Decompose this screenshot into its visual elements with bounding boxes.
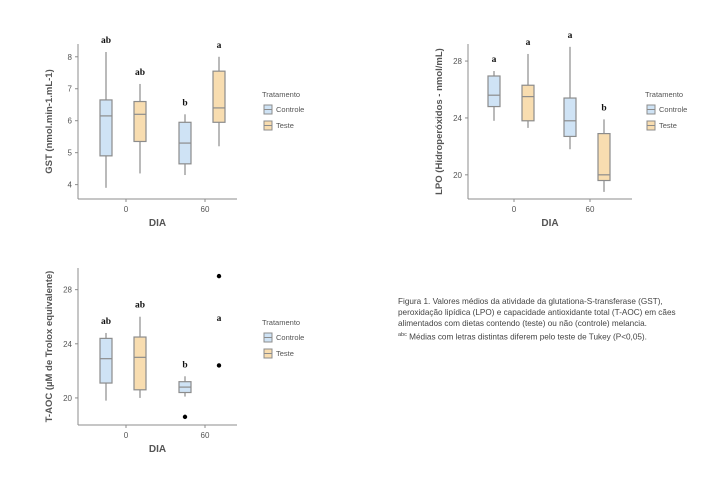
gst-y-axis-title: GST (nmol.min-1.mL-1) xyxy=(44,69,55,174)
taoc-x-axis-title: DIA xyxy=(149,444,166,455)
footnote-superscript: abc xyxy=(398,331,407,338)
gst-significance-letter: ab xyxy=(135,68,145,78)
lpo-box xyxy=(597,132,611,182)
gst-box xyxy=(133,100,147,143)
taoc-outlier xyxy=(216,363,222,368)
taoc-box xyxy=(133,336,147,391)
gst-x-tick-label: 0 xyxy=(124,205,129,214)
lpo-box xyxy=(563,97,577,138)
gst-y-tick-label: 6 xyxy=(68,117,73,126)
lpo-box xyxy=(521,84,535,122)
taoc-outlier xyxy=(216,273,222,279)
gst-significance-letter: ab xyxy=(101,36,111,46)
taoc-x-tick-label: 60 xyxy=(201,431,210,440)
figure-caption: Figura 1. Valores médios da atividade da… xyxy=(398,296,698,343)
lpo-y-tick-label: 28 xyxy=(453,57,462,66)
lpo-box xyxy=(487,75,501,108)
taoc-x-tick-label: 0 xyxy=(124,431,129,440)
taoc-significance-letter: b xyxy=(182,360,187,370)
gst-y-tick-label: 7 xyxy=(68,85,73,94)
taoc-y-tick-label: 24 xyxy=(63,340,72,349)
gst-legend-label-controle: Controle xyxy=(276,105,304,114)
taoc-significance-letter: ab xyxy=(101,317,111,327)
gst-significance-letter: a xyxy=(217,41,222,51)
gst-y-tick-label: 5 xyxy=(68,149,73,158)
lpo-legend-label-controle: Controle xyxy=(659,105,687,114)
taoc-box xyxy=(99,337,113,384)
taoc-significance-letter: a xyxy=(217,314,222,324)
caption-footnote: abc Médias com letras distintas diferem … xyxy=(398,330,698,343)
taoc-y-tick-label: 28 xyxy=(63,286,72,295)
gst-legend-title: Tratamento xyxy=(262,90,300,99)
taoc-outlier xyxy=(182,414,188,420)
lpo-legend-label-teste: Teste xyxy=(659,121,677,130)
gst-x-axis-title: DIA xyxy=(149,218,166,229)
lpo-x-tick-label: 0 xyxy=(512,205,517,214)
lpo-y-tick-label: 20 xyxy=(453,171,462,180)
lpo-legend-title: Tratamento xyxy=(645,90,683,99)
taoc-legend-label-teste: Teste xyxy=(276,349,294,358)
caption-line-3: alimentados com dietas contendo (teste) … xyxy=(398,319,647,329)
taoc-y-tick-label: 20 xyxy=(63,394,72,403)
gst-y-tick-label: 8 xyxy=(68,53,73,62)
lpo-x-tick-label: 60 xyxy=(586,205,595,214)
gst-box xyxy=(99,99,113,157)
gst-significance-letter: b xyxy=(182,98,187,108)
lpo-x-axis-title: DIA xyxy=(541,218,558,229)
lpo-y-tick-label: 24 xyxy=(453,114,462,123)
taoc-y-axis-title: T-AOC (µM de Trolox equivalente) xyxy=(44,271,55,423)
gst-box xyxy=(212,70,226,123)
taoc-legend-title: Tratamento xyxy=(262,318,300,327)
footnote-text: Médias com letras distintas diferem pelo… xyxy=(409,332,647,342)
lpo-significance-letter: b xyxy=(601,103,606,113)
gst-x-tick-label: 60 xyxy=(201,205,210,214)
gst-y-tick-label: 4 xyxy=(68,181,73,190)
caption-line-2: peroxidação lipídica (LPO) e capacidade … xyxy=(398,308,676,318)
lpo-significance-letter: a xyxy=(526,38,531,48)
lpo-significance-letter: a xyxy=(568,31,573,41)
caption-line-1: Figura 1. Valores médios da atividade da… xyxy=(398,297,663,306)
taoc-legend-label-controle: Controle xyxy=(276,333,304,342)
gst-legend-label-teste: Teste xyxy=(276,121,294,130)
lpo-y-axis-title: LPO (Hidroperóxidos - nmol/mL) xyxy=(434,48,445,195)
taoc-significance-letter: ab xyxy=(135,301,145,311)
lpo-significance-letter: a xyxy=(492,55,497,65)
